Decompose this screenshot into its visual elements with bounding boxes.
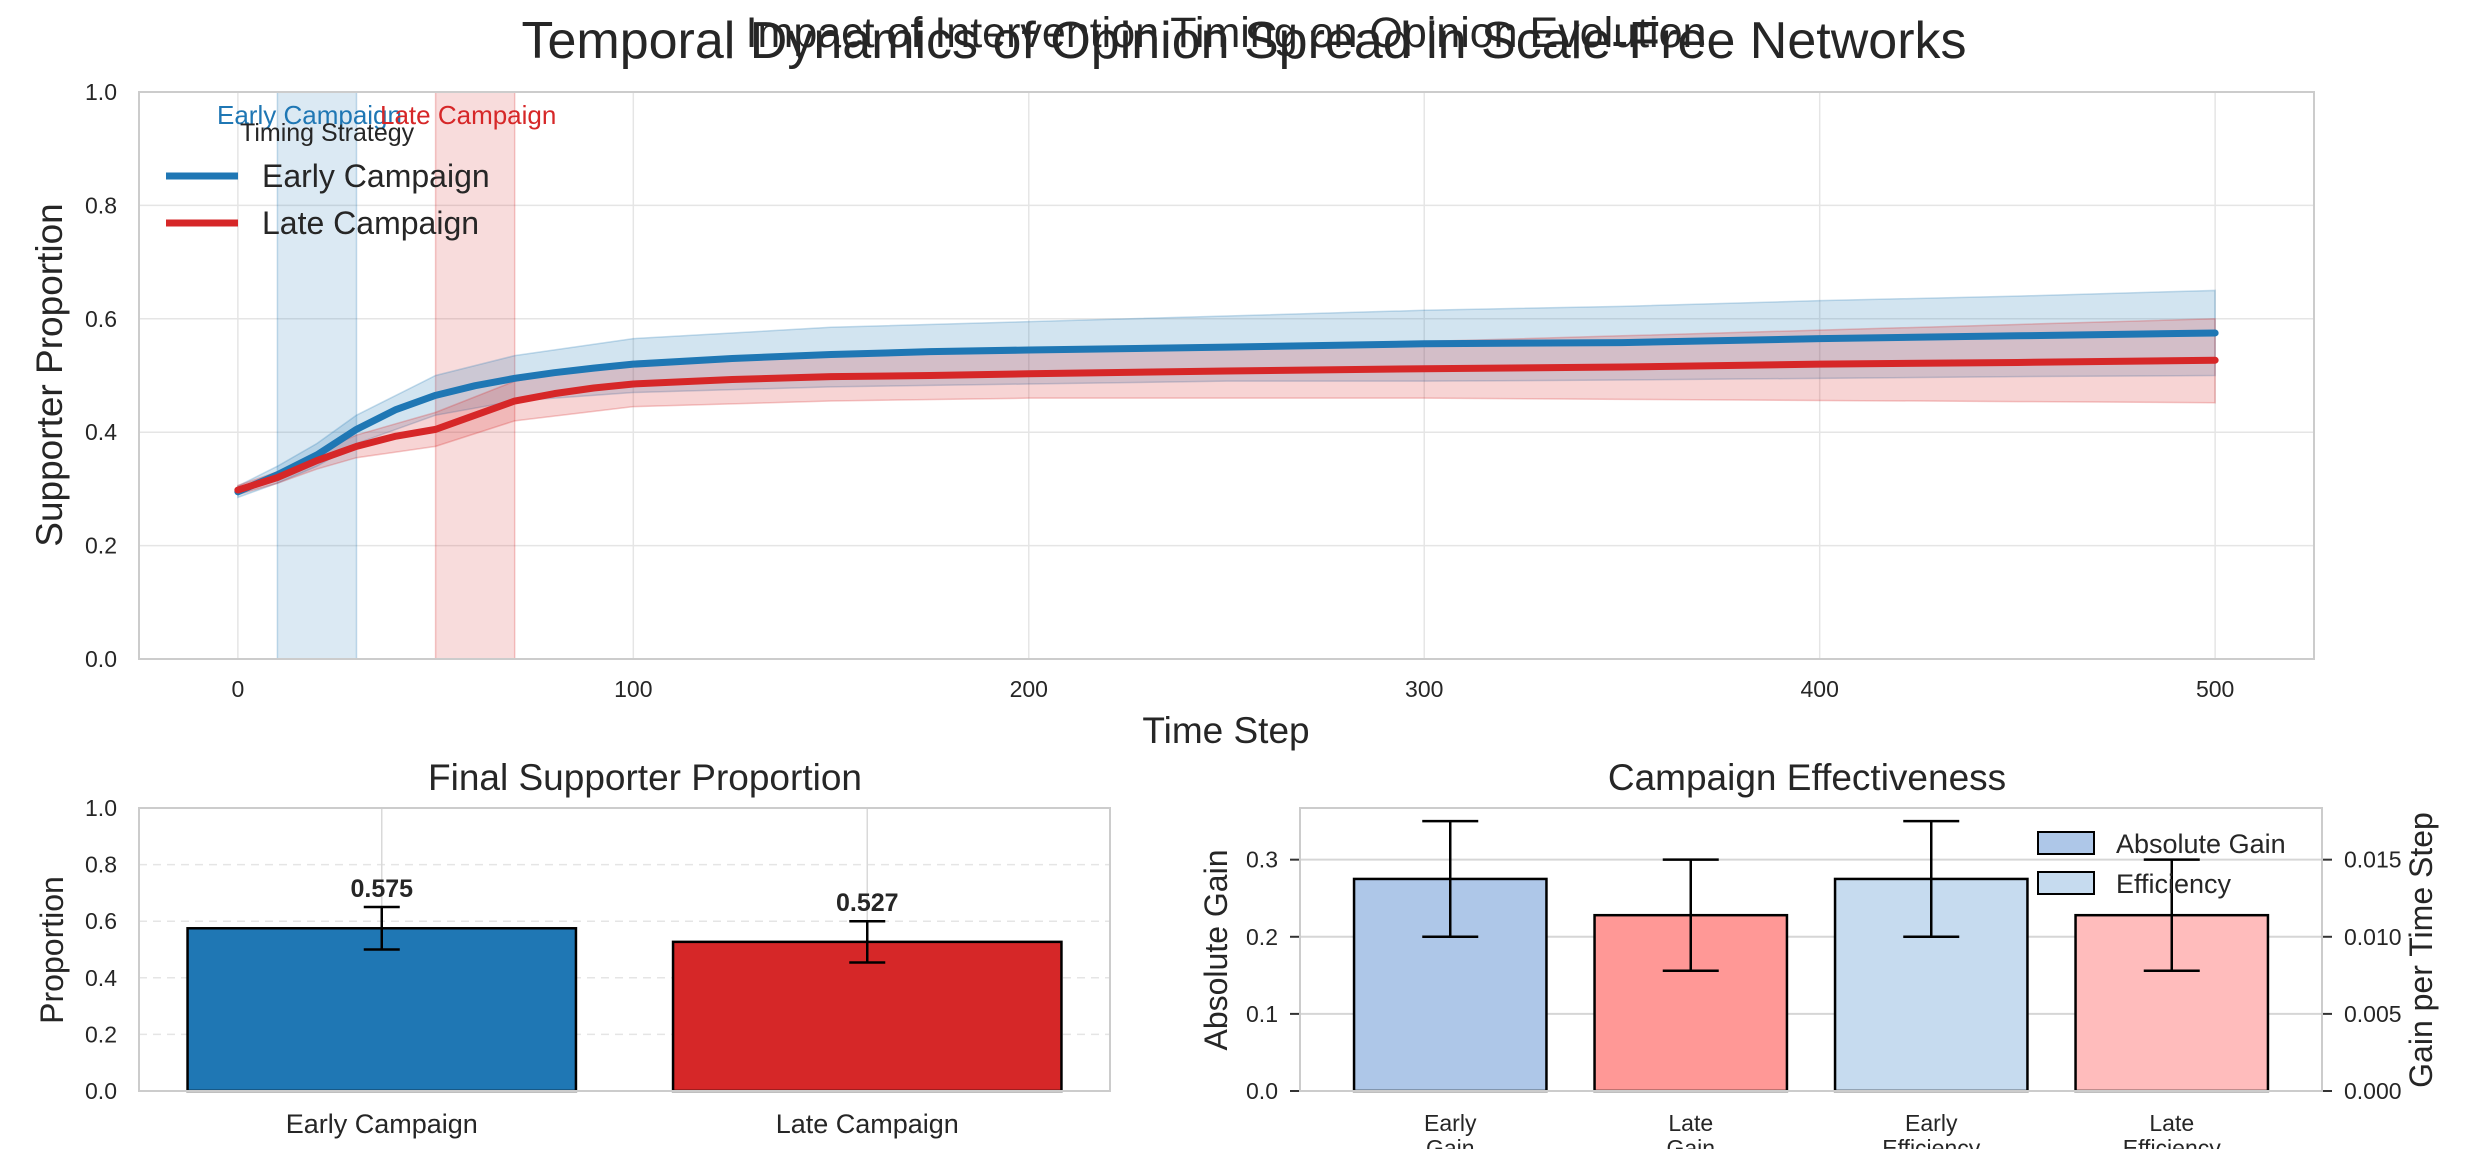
right-y-tick-label: 0.005: [2344, 1001, 2402, 1027]
y-tick-label: 0.8: [85, 852, 117, 878]
legend-label-efficiency: Efficiency: [2116, 869, 2232, 899]
timeline-y-ticks: 0.0 0.2 0.4 0.6 0.8 1.0: [85, 79, 117, 672]
y-tick-label: 1.0: [85, 795, 117, 821]
effectiveness-bars: [1352, 819, 2270, 1093]
timeline-chart: 0.0 0.2 0.4 0.6 0.8 1.0 0 100 200 300 400 500 Time…: [29, 79, 2315, 751]
final-proportion-x-ticks: Early Campaign Late Campaign: [286, 1109, 959, 1139]
legend-label-gain: Absolute Gain: [2116, 829, 2286, 859]
y-tick-label: 0.2: [85, 1021, 117, 1047]
y-tick-label: 0.2: [1246, 924, 1278, 950]
legend-label-late: Late Campaign: [262, 205, 479, 241]
timeline-y-label: Supporter Proportion: [29, 203, 70, 546]
effectiveness-y-label: Absolute Gain: [1198, 849, 1234, 1050]
legend-title: Timing Strategy: [240, 119, 415, 147]
y-tick-label: 0.0: [85, 646, 117, 672]
y-tick-label: 0.6: [85, 908, 117, 934]
final-proportion-y-label: Proportion: [34, 876, 70, 1024]
right-y-tick-label: 0.000: [2344, 1078, 2402, 1104]
figure-title-overlap: Impact of Intervention Timing on Opinion…: [746, 9, 1707, 57]
x-tick-label: 100: [614, 676, 652, 702]
final-proportion-bars: 0.575 0.527: [186, 875, 1063, 1093]
effectiveness-chart: Campaign Effectiveness 0.0 0.1 0.2 0.3 0.00…: [1198, 757, 2439, 1149]
effectiveness-right-y-ticks: 0.000 0.005 0.010 0.015: [2344, 847, 2402, 1104]
right-y-tick-label: 0.010: [2344, 924, 2402, 950]
x-tick-label: Late Gain: [1666, 1110, 1715, 1149]
legend-label-early: Early Campaign: [262, 158, 490, 194]
effectiveness-title: Campaign Effectiveness: [1608, 757, 2006, 798]
data-label: 0.575: [350, 875, 413, 903]
legend-swatch-gain: [2037, 831, 2095, 855]
y-tick-label: 0.8: [85, 192, 117, 218]
x-tick-label: 0: [231, 676, 244, 702]
y-tick-label: 0.3: [1246, 847, 1278, 873]
y-tick-label: 0.6: [85, 306, 117, 332]
bar: [671, 940, 1063, 1093]
effectiveness-y-label-right: Gain per Time Step: [2403, 812, 2439, 1088]
final-proportion-chart: Final Supporter Proportion 0.575 0.527 0.…: [34, 757, 1111, 1139]
y-tick-label: 0.4: [85, 419, 117, 445]
window-label-late: Late Campaign: [380, 100, 556, 130]
y-tick-label: 0.0: [85, 1078, 117, 1104]
x-tick-label: Early Campaign: [286, 1109, 478, 1139]
final-proportion-axes-frame: [138, 807, 1111, 1092]
series-line: [234, 329, 2219, 496]
timeline-legend: Timing Strategy Early Campaign Late Camp…: [166, 119, 490, 241]
final-proportion-title: Final Supporter Proportion: [428, 757, 862, 798]
x-tick-label: 400: [1800, 676, 1838, 702]
intervention-window: [276, 91, 358, 660]
x-tick-label: Early Gain: [1424, 1110, 1477, 1149]
series-line: [234, 356, 2219, 494]
x-tick-label: 200: [1010, 676, 1048, 702]
right-y-tick-label: 0.015: [2344, 847, 2402, 873]
bar: [186, 927, 578, 1093]
timeline-axes-frame: [138, 91, 2315, 660]
y-tick-label: 0.2: [85, 533, 117, 559]
y-tick-label: 0.0: [1246, 1078, 1278, 1104]
data-label: 0.527: [836, 889, 899, 917]
y-tick-label: 0.1: [1246, 1001, 1278, 1027]
y-tick-label: 1.0: [85, 79, 117, 105]
x-tick-label: Late Campaign: [776, 1109, 959, 1139]
effectiveness-left-y-ticks: 0.0 0.1 0.2 0.3: [1246, 847, 1278, 1104]
effectiveness-axes-frame: [1299, 807, 2323, 1092]
final-proportion-y-ticks: 0.0 0.2 0.4 0.6 0.8 1.0: [85, 795, 117, 1104]
legend-swatch-efficiency: [2037, 871, 2095, 895]
window-label-early: Early Campaign: [217, 100, 402, 130]
x-tick-label: Late Efficiency: [2123, 1110, 2222, 1149]
x-tick-label: Early Efficiency: [1882, 1110, 1981, 1149]
series-lines: [234, 329, 2219, 496]
timeline-x-label: Time Step: [1142, 710, 1309, 751]
effectiveness-x-ticks: Early Gain Late Gain Early Efficiency Late Effi…: [1424, 1110, 2221, 1149]
x-tick-label: 500: [2196, 676, 2234, 702]
figure-title: Temporal Dynamics of Opinion Spread in S…: [521, 12, 1966, 70]
x-tick-label: 300: [1405, 676, 1443, 702]
effectiveness-legend: Absolute Gain Efficiency: [2037, 829, 2286, 899]
timeline-x-ticks: 0 100 200 300 400 500: [231, 676, 2234, 702]
y-tick-label: 0.4: [85, 965, 117, 991]
